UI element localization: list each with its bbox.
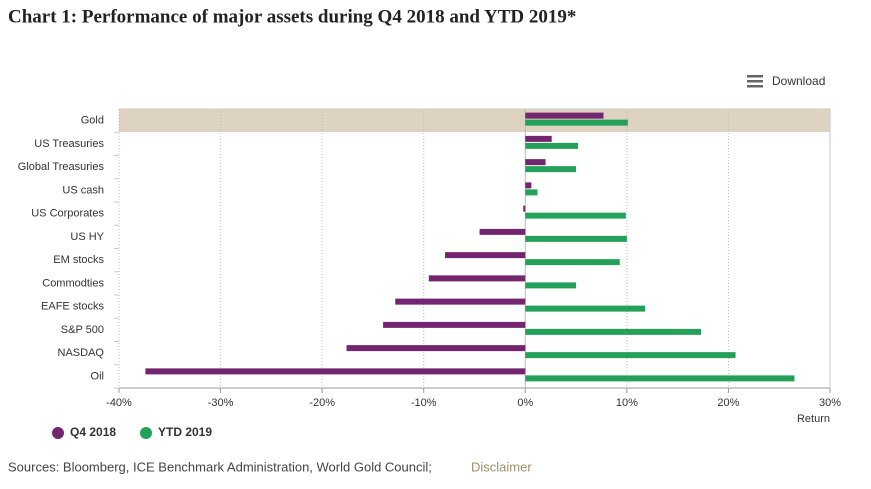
bar (395, 298, 526, 305)
y-tick-label: US Corporates (31, 208, 104, 220)
sources: Sources: Bloomberg, ICE Benchmark Admini… (8, 459, 432, 474)
y-tick-label: US HY (70, 231, 104, 243)
bar (525, 119, 628, 126)
y-tick-label: Global Treasuries (18, 161, 105, 173)
y-tick-label: EM stocks (53, 254, 104, 266)
bar (523, 205, 526, 212)
bar (479, 228, 526, 235)
bar (525, 112, 604, 119)
bar (525, 212, 626, 219)
bar (525, 135, 552, 142)
y-tick-label: Gold (81, 115, 104, 127)
legend-marker[interactable] (140, 427, 152, 439)
bar (525, 259, 620, 266)
x-tick-label: -20% (309, 397, 335, 409)
y-tick-label: Oil (91, 370, 104, 382)
bar (445, 252, 526, 259)
legend-label[interactable]: Q4 2018 (70, 425, 116, 439)
y-tick-label: Commodties (42, 277, 104, 289)
bar (525, 328, 702, 335)
x-tick-label: -10% (411, 397, 437, 409)
bar (525, 375, 795, 382)
bar (428, 275, 526, 282)
bar (525, 182, 532, 189)
x-tick-label: 10% (616, 397, 638, 409)
menu-icon (747, 85, 763, 88)
bar (346, 345, 526, 352)
download-button[interactable]: Download (747, 74, 825, 88)
x-tick-label: -40% (106, 397, 132, 409)
y-tick-label: EAFE stocks (41, 301, 104, 313)
bar (525, 166, 577, 173)
bar (525, 235, 627, 242)
x-tick-label: -30% (208, 397, 234, 409)
chart-title: Chart 1: Performance of major assets dur… (8, 6, 576, 27)
row-highlight (119, 109, 830, 132)
bar (525, 352, 736, 359)
menu-icon (747, 75, 763, 78)
bar (145, 368, 526, 375)
disclaimer-link[interactable]: Disclaimer (471, 459, 532, 474)
bar (525, 159, 546, 166)
download-label[interactable]: Download (772, 74, 825, 88)
bar (525, 189, 538, 196)
menu-icon (747, 80, 763, 83)
x-tick-label: 0% (517, 397, 533, 409)
y-tick-label: NASDAQ (58, 347, 105, 359)
bar (383, 321, 526, 328)
legend-marker[interactable] (52, 427, 64, 439)
bar (525, 305, 646, 312)
bar (525, 282, 577, 289)
bar (525, 142, 579, 149)
y-tick-label: US cash (62, 184, 104, 196)
x-axis-label: Return (797, 413, 830, 425)
x-tick-label: 20% (717, 397, 739, 409)
x-tick-label: 30% (819, 397, 841, 409)
y-tick-label: US Treasuries (34, 138, 104, 150)
legend-label[interactable]: YTD 2019 (158, 425, 212, 439)
y-tick-label: S&P 500 (61, 324, 104, 336)
